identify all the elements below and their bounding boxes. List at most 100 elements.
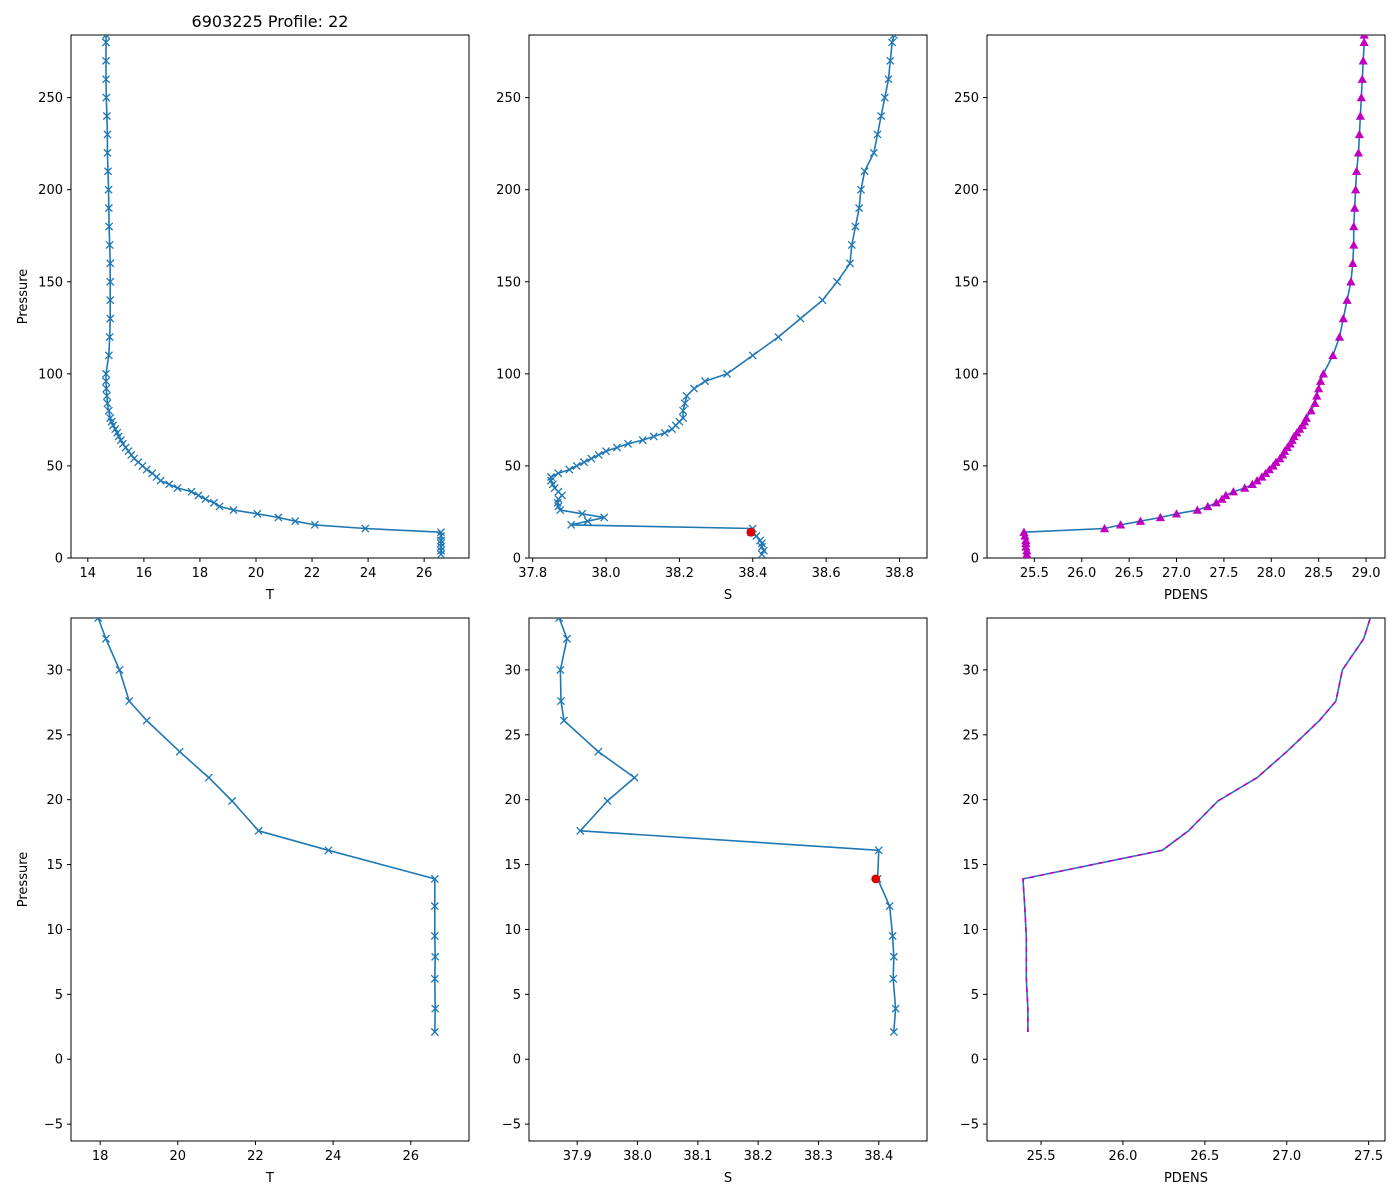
y-tick-label: 50 bbox=[962, 459, 979, 474]
x-tick-label: 18 bbox=[192, 566, 209, 581]
data-point bbox=[204, 773, 213, 782]
data-point bbox=[165, 480, 174, 489]
x-axis-label: PDENS bbox=[1164, 588, 1208, 603]
data-point bbox=[103, 130, 112, 139]
data-point bbox=[1315, 376, 1326, 385]
plot-data bbox=[101, 35, 446, 558]
y-tick-label: 25 bbox=[46, 728, 63, 743]
data-point bbox=[104, 406, 113, 415]
data-point bbox=[1351, 166, 1362, 175]
x-tick-label: 38.8 bbox=[885, 566, 914, 581]
data-point bbox=[1348, 258, 1358, 268]
plot-frame bbox=[70, 617, 470, 1142]
chart-panel-p5: 37.9 38.0 38.1 38.2 38.3 38.4 −5 0 5 10 15 20 25 30 S bbox=[502, 617, 928, 1186]
data-point bbox=[559, 716, 569, 725]
y-tick-label: 15 bbox=[504, 858, 521, 873]
data-point bbox=[101, 35, 111, 40]
series-line bbox=[1022, 618, 1372, 1032]
data-point bbox=[587, 454, 596, 463]
x-tick-label: 22 bbox=[247, 1149, 264, 1164]
y-tick-label: 25 bbox=[504, 728, 521, 743]
data-point bbox=[1334, 332, 1345, 341]
data-point bbox=[1099, 523, 1110, 533]
data-point bbox=[1359, 37, 1369, 47]
data-point bbox=[1240, 483, 1250, 492]
x-tick-label: 38.0 bbox=[623, 1149, 652, 1164]
x-tick-label: 37.9 bbox=[563, 1149, 592, 1164]
data-point bbox=[430, 874, 439, 883]
data-point bbox=[274, 513, 283, 522]
data-point bbox=[215, 502, 224, 511]
data-point bbox=[431, 1004, 440, 1013]
data-point bbox=[104, 351, 113, 360]
data-point bbox=[1312, 391, 1322, 400]
data-point bbox=[600, 513, 609, 522]
data-point bbox=[757, 542, 766, 552]
data-point bbox=[1116, 520, 1126, 529]
data-point bbox=[1328, 350, 1338, 360]
data-point bbox=[310, 520, 319, 529]
y-tick-label: 20 bbox=[46, 793, 63, 808]
data-point bbox=[1350, 203, 1360, 212]
x-axis-label: S bbox=[724, 588, 732, 603]
data-point bbox=[209, 498, 219, 507]
x-tick-label: 26.5 bbox=[1190, 1149, 1219, 1164]
flagged-point bbox=[871, 874, 881, 884]
data-point bbox=[660, 428, 669, 437]
data-point bbox=[1314, 383, 1324, 393]
data-point bbox=[291, 517, 300, 526]
data-point bbox=[565, 465, 574, 474]
data-point bbox=[1353, 148, 1364, 157]
data-point bbox=[106, 277, 115, 286]
data-point bbox=[1228, 487, 1238, 496]
data-point bbox=[430, 974, 439, 983]
data-point bbox=[690, 384, 699, 393]
data-point bbox=[1355, 111, 1365, 120]
chart-panel-p2: 37.8 38.0 38.2 38.4 38.6 38.8 0 50 100 150 200 250 S bbox=[496, 34, 928, 603]
data-point bbox=[578, 509, 587, 518]
y-tick-label: 200 bbox=[954, 183, 979, 198]
x-tick-label: 18 bbox=[92, 1149, 109, 1164]
x-axis-label: S bbox=[724, 1171, 732, 1186]
y-tick-label: −5 bbox=[44, 1118, 63, 1133]
data-point bbox=[1354, 129, 1365, 139]
y-tick-label: 20 bbox=[504, 793, 521, 808]
y-tick-label: 30 bbox=[962, 663, 979, 678]
chart-panel-p3: 25.5 26.0 26.5 27.0 27.5 28.0 28.5 29.0 0 50 100 15… bbox=[954, 34, 1386, 603]
chart-panel-p1: 14 16 18 20 22 24 26 0 50 100 150 200 250 T Pressure bbox=[16, 34, 470, 603]
x-tick-label: 25.5 bbox=[1027, 1149, 1056, 1164]
data-point bbox=[101, 56, 111, 65]
data-point bbox=[103, 167, 113, 176]
data-point bbox=[638, 436, 647, 445]
series-line bbox=[1022, 618, 1372, 1032]
y-tick-label: 0 bbox=[513, 552, 521, 567]
plot-frame bbox=[528, 34, 928, 559]
data-point bbox=[885, 902, 894, 911]
y-tick-label: 20 bbox=[962, 793, 979, 808]
data-point bbox=[701, 377, 710, 386]
data-point bbox=[594, 450, 603, 459]
x-tick-label: 37.8 bbox=[518, 566, 547, 581]
y-tick-label: 250 bbox=[496, 91, 521, 106]
plot-data bbox=[546, 35, 899, 558]
data-point bbox=[682, 391, 691, 401]
plot-frame bbox=[70, 34, 470, 559]
y-tick-label: 5 bbox=[55, 988, 63, 1003]
x-axis-label: T bbox=[265, 1171, 274, 1186]
y-tick-label: 200 bbox=[38, 183, 63, 198]
x-tick-label: 38.2 bbox=[665, 566, 694, 581]
data-point bbox=[101, 377, 111, 386]
series-line bbox=[550, 35, 895, 555]
data-point bbox=[796, 314, 805, 323]
x-axis-label: T bbox=[265, 588, 274, 603]
data-point bbox=[1221, 490, 1231, 500]
data-point bbox=[101, 38, 111, 47]
data-point bbox=[148, 469, 157, 478]
data-point bbox=[546, 472, 556, 482]
data-point bbox=[102, 93, 111, 102]
plot-data bbox=[94, 618, 440, 1037]
data-point bbox=[567, 520, 576, 529]
data-point bbox=[888, 38, 897, 47]
y-tick-label: 100 bbox=[954, 367, 979, 382]
